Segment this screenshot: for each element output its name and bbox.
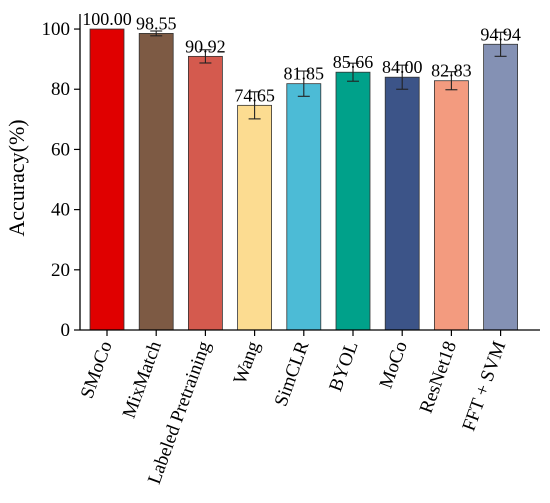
data-label: 84.00 (382, 57, 423, 77)
bar-wang (237, 104, 273, 331)
y-tick-label: 80 (51, 79, 70, 100)
x-tick-label: ResNet18 (416, 339, 461, 417)
x-tick-label: SimCLR (271, 338, 314, 409)
y-tick-label: 0 (61, 320, 71, 341)
data-label: 94.94 (480, 24, 521, 44)
data-label: 81.85 (284, 64, 325, 84)
bar-fft-svm (483, 43, 519, 331)
x-tick-label: SMoCo (77, 339, 117, 402)
y-tick-label: 60 (51, 139, 70, 160)
data-label: 82.83 (431, 61, 472, 81)
bar-mixmatch (138, 33, 174, 331)
value-labels: 100.00 98.55 90.92 74.65 81.85 85.66 84.00 82.8… (82, 9, 521, 105)
bar-labeled-pretraining (187, 55, 223, 331)
y-axis-label: Accuracy(%) (4, 119, 29, 236)
x-tick-label: MoCo (376, 339, 412, 392)
y-tick-label: 100 (42, 19, 71, 40)
x-tick-label: FFT + SVM (458, 338, 510, 433)
data-label: 98.55 (136, 13, 177, 33)
data-label: 100.00 (82, 9, 132, 29)
data-label: 90.92 (185, 36, 226, 56)
x-tick-label: BYOL (325, 339, 362, 395)
data-label: 85.66 (333, 52, 374, 72)
y-axis: 0 20 40 60 80 100 (42, 14, 81, 341)
y-tick-label: 40 (51, 200, 70, 221)
y-tick-label: 20 (51, 260, 70, 281)
x-tick-label: MixMatch (119, 338, 166, 421)
bar-resnet18 (433, 80, 469, 331)
bar-byol (335, 71, 371, 331)
bar-smoco (89, 28, 125, 331)
x-tick-label: Wang (230, 338, 265, 387)
data-label: 74.65 (234, 85, 275, 105)
bar-simclr (286, 83, 322, 331)
bar-moco (384, 76, 420, 331)
